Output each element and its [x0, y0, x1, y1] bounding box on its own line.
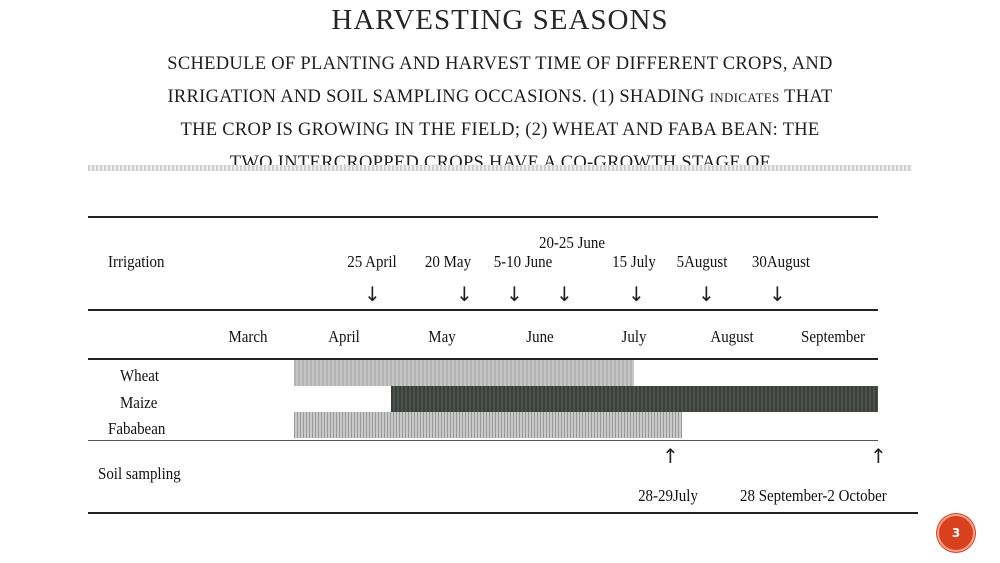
diagram-top-rule: [88, 216, 878, 218]
irrigation-bottom-rule: [88, 309, 878, 311]
irrigation-date-5-10-june: 5-10 June: [493, 252, 553, 271]
soil-sampling-date-july: 28-29July: [638, 486, 698, 505]
irrigation-arrow-down-icon: ↓: [506, 282, 523, 306]
hatched-divider: [88, 165, 912, 171]
irrigation-date-30-august: 30August: [751, 252, 811, 271]
soil-sampling-label: Soil sampling: [98, 464, 181, 483]
month-july: July: [621, 327, 647, 346]
soil-sampling-arrow-up-icon: ↑: [662, 444, 679, 468]
crops-bottom-rule: [88, 440, 878, 441]
irrigation-date-20-may: 20 May: [424, 252, 472, 271]
fababean-growth-bar: [294, 412, 682, 438]
subtitle-line-1: SCHEDULE OF PLANTING AND HARVEST TIME OF…: [167, 54, 833, 74]
irrigation-date-25-april: 25 April: [347, 252, 397, 271]
irrigation-arrow-down-icon: ↓: [698, 282, 715, 306]
month-june: June: [526, 327, 554, 346]
irrigation-date-20-25-june: 20-25 June: [538, 233, 606, 252]
month-april: April: [328, 327, 360, 346]
subtitle-line-2c: THAT: [779, 87, 833, 107]
wheat-growth-bar: [294, 360, 634, 386]
irrigation-arrow-down-icon: ↓: [456, 282, 473, 306]
irrigation-arrow-down-icon: ↓: [769, 282, 786, 306]
irrigation-date-5-august: 5August: [676, 252, 728, 271]
subtitle-line-2b: INDICATES: [709, 90, 780, 105]
month-march: March: [228, 327, 268, 346]
irrigation-arrow-down-icon: ↓: [556, 282, 573, 306]
crop-label-wheat: Wheat: [120, 366, 160, 385]
month-may: May: [428, 327, 456, 346]
subtitle-line-2a: IRRIGATION AND SOIL SAMPLING OCCASIONS. …: [167, 87, 710, 107]
subtitle-line-2: IRRIGATION AND SOIL SAMPLING OCCASIONS. …: [60, 81, 940, 114]
slide-number-badge: 3: [937, 514, 975, 552]
month-august: August: [710, 327, 754, 346]
irrigation-label: Irrigation: [108, 252, 165, 271]
months-bottom-rule: [88, 358, 878, 360]
crop-label-maize: Maize: [120, 393, 158, 412]
diagram-bottom-rule: [88, 512, 918, 514]
page-title: HARVESTING SEASONS: [331, 4, 669, 36]
irrigation-date-15-july: 15 July: [612, 252, 656, 271]
maize-growth-bar: [391, 386, 878, 412]
subtitle-line-4: TWO INTERCROPPED CROPS HAVE A CO-GROWTH …: [229, 153, 771, 173]
month-september: September: [801, 327, 865, 346]
subtitle-line-3: THE CROP IS GROWING IN THE FIELD; (2) WH…: [180, 120, 820, 140]
crop-label-fababean: Fababean: [108, 419, 166, 438]
soil-sampling-date-september: 28 September-2 October: [740, 486, 887, 505]
soil-sampling-arrow-up-icon: ↑: [870, 444, 887, 468]
irrigation-arrow-down-icon: ↓: [364, 282, 381, 306]
irrigation-arrow-down-icon: ↓: [628, 282, 645, 306]
page-subtitle: SCHEDULE OF PLANTING AND HARVEST TIME OF…: [60, 48, 940, 180]
